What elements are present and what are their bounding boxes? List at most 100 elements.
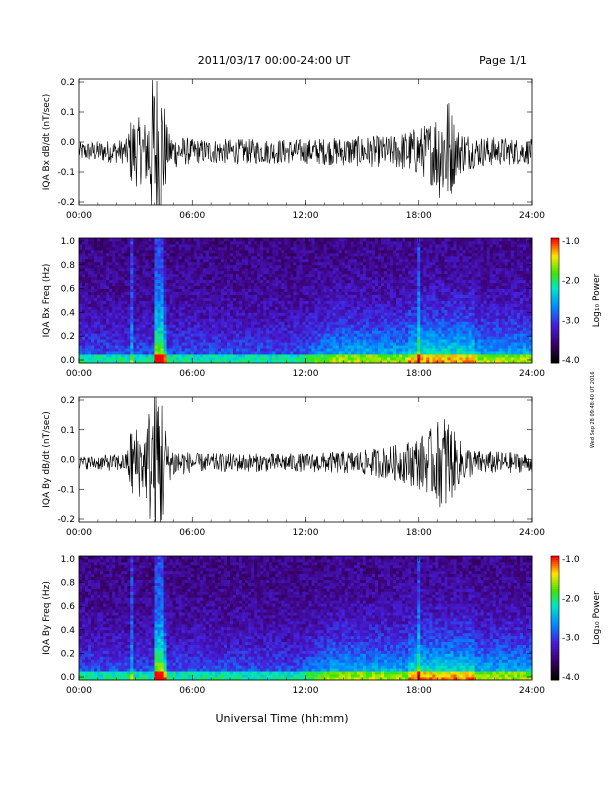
spectrogram-cell — [399, 336, 403, 340]
spectrogram-cell — [79, 285, 83, 289]
spectrogram-cell — [368, 240, 373, 245]
spectrogram-cell — [381, 324, 385, 328]
spectrogram-cell — [124, 240, 128, 245]
spectrogram-cell — [91, 264, 95, 269]
spectrogram-cell — [184, 330, 189, 334]
spectrogram-cell — [220, 300, 225, 304]
spectrogram-cell — [393, 309, 397, 313]
spectrogram-cell — [121, 273, 125, 278]
spectrogram-cell — [284, 261, 288, 266]
spectrogram-cell — [136, 294, 140, 298]
spectrogram-cell — [335, 351, 340, 355]
spectrogram-cell — [317, 288, 321, 292]
spectrogram-cell — [230, 351, 234, 355]
spectrogram-cell — [426, 258, 430, 263]
spectrogram-cell — [190, 252, 195, 257]
spectrogram-cell — [100, 288, 104, 292]
spectrogram-cell — [233, 336, 237, 340]
panel-1: 00:00 06:00 12:00 18:00 24:000.20.10.0-0.1-0… — [42, 78, 545, 221]
spectrogram-cell — [302, 324, 306, 328]
spectrogram-cell — [326, 303, 331, 307]
spectrogram-cell — [338, 282, 343, 287]
spectrogram-cell — [226, 243, 231, 248]
spectrogram-cell — [275, 330, 279, 334]
spectrogram-cell — [251, 240, 255, 245]
spectrogram-cell — [356, 288, 361, 292]
spectrogram-cell — [181, 321, 186, 325]
spectrogram-cell — [390, 348, 394, 352]
spectrogram-cell — [133, 252, 137, 257]
spectrogram-cell — [374, 351, 379, 355]
spectrogram-cell — [94, 246, 98, 251]
spectrogram-cell — [94, 255, 98, 260]
spectrogram-cell — [408, 279, 412, 284]
spectrogram-cell — [82, 291, 86, 295]
spectrogram-cell — [88, 273, 92, 278]
spectrogram-cell — [230, 246, 234, 251]
spectrogram-cell — [287, 315, 291, 319]
spectrogram-cell — [169, 345, 174, 349]
spectrogram-cell — [217, 351, 222, 355]
spectrogram-cell — [136, 246, 140, 251]
spectrogram-cell — [359, 291, 364, 295]
spectrogram-cell — [393, 291, 397, 295]
spectrogram-cell — [263, 249, 267, 254]
spectrogram-cell — [359, 285, 364, 289]
spectrogram-cell — [423, 300, 427, 304]
spectrogram-cell — [214, 306, 219, 310]
spectrogram-cell — [257, 252, 261, 257]
spectrogram-cell — [130, 351, 134, 355]
spectrogram-cell — [169, 276, 174, 281]
spectrogram-cell — [118, 330, 122, 334]
spectrogram-cell — [109, 303, 113, 307]
spectrogram-cell — [317, 318, 321, 322]
spectrogram-cell — [362, 279, 367, 284]
spectrogram-cell — [414, 303, 418, 307]
spectrogram-cell — [103, 300, 107, 304]
spectrogram-cell — [384, 333, 388, 337]
spectrogram-cell — [344, 267, 349, 272]
spectrogram-cell — [254, 357, 258, 361]
spectrogram-cell — [296, 327, 300, 331]
spectrogram-cell — [82, 360, 86, 364]
spectrogram-cell — [211, 342, 216, 346]
spectrogram-cell — [296, 354, 300, 358]
spectrogram-cell — [362, 339, 367, 343]
spectrogram-cell — [390, 267, 394, 272]
spectrogram-cell — [266, 327, 270, 331]
spectrogram-cell — [387, 324, 391, 328]
spectrogram-cell — [260, 261, 264, 266]
spectrogram-cell — [254, 336, 258, 340]
spectrogram-cell — [79, 246, 83, 251]
spectrogram-cell — [230, 276, 234, 281]
spectrogram-cell — [420, 264, 424, 269]
spectrogram-cell — [387, 321, 391, 325]
spectrogram-cell — [335, 330, 340, 334]
spectrogram-cell — [82, 246, 86, 251]
spectrogram-cell — [338, 294, 343, 298]
spectrogram-cell — [423, 243, 427, 248]
spectrogram-cell — [344, 357, 349, 361]
spectrogram-cell — [211, 279, 216, 284]
spectrogram-cell — [178, 351, 183, 355]
spectrogram-cell — [362, 270, 367, 275]
spectrogram-cell — [329, 360, 334, 364]
spectrogram-cell — [148, 327, 152, 331]
spectrogram-cell — [151, 285, 155, 289]
spectrogram-cell — [196, 264, 201, 269]
spectrogram-cell — [190, 339, 195, 343]
spectrogram-cell — [154, 288, 158, 292]
spectrogram-cell — [85, 315, 89, 319]
spectrogram-cell — [223, 315, 228, 319]
spectrogram-cell — [245, 339, 249, 343]
spectrogram-cell — [426, 264, 430, 269]
spectrogram-cell — [109, 297, 113, 301]
spectrogram-cell — [139, 249, 143, 254]
spectrogram-cell — [305, 246, 309, 251]
spectrogram-cell — [115, 324, 119, 328]
spectrogram-cell — [396, 297, 400, 301]
spectrogram-cell — [384, 309, 388, 313]
spectrogram-cell — [320, 303, 325, 307]
spectrogram-cell — [347, 327, 352, 331]
spectrogram-cell — [97, 267, 101, 272]
